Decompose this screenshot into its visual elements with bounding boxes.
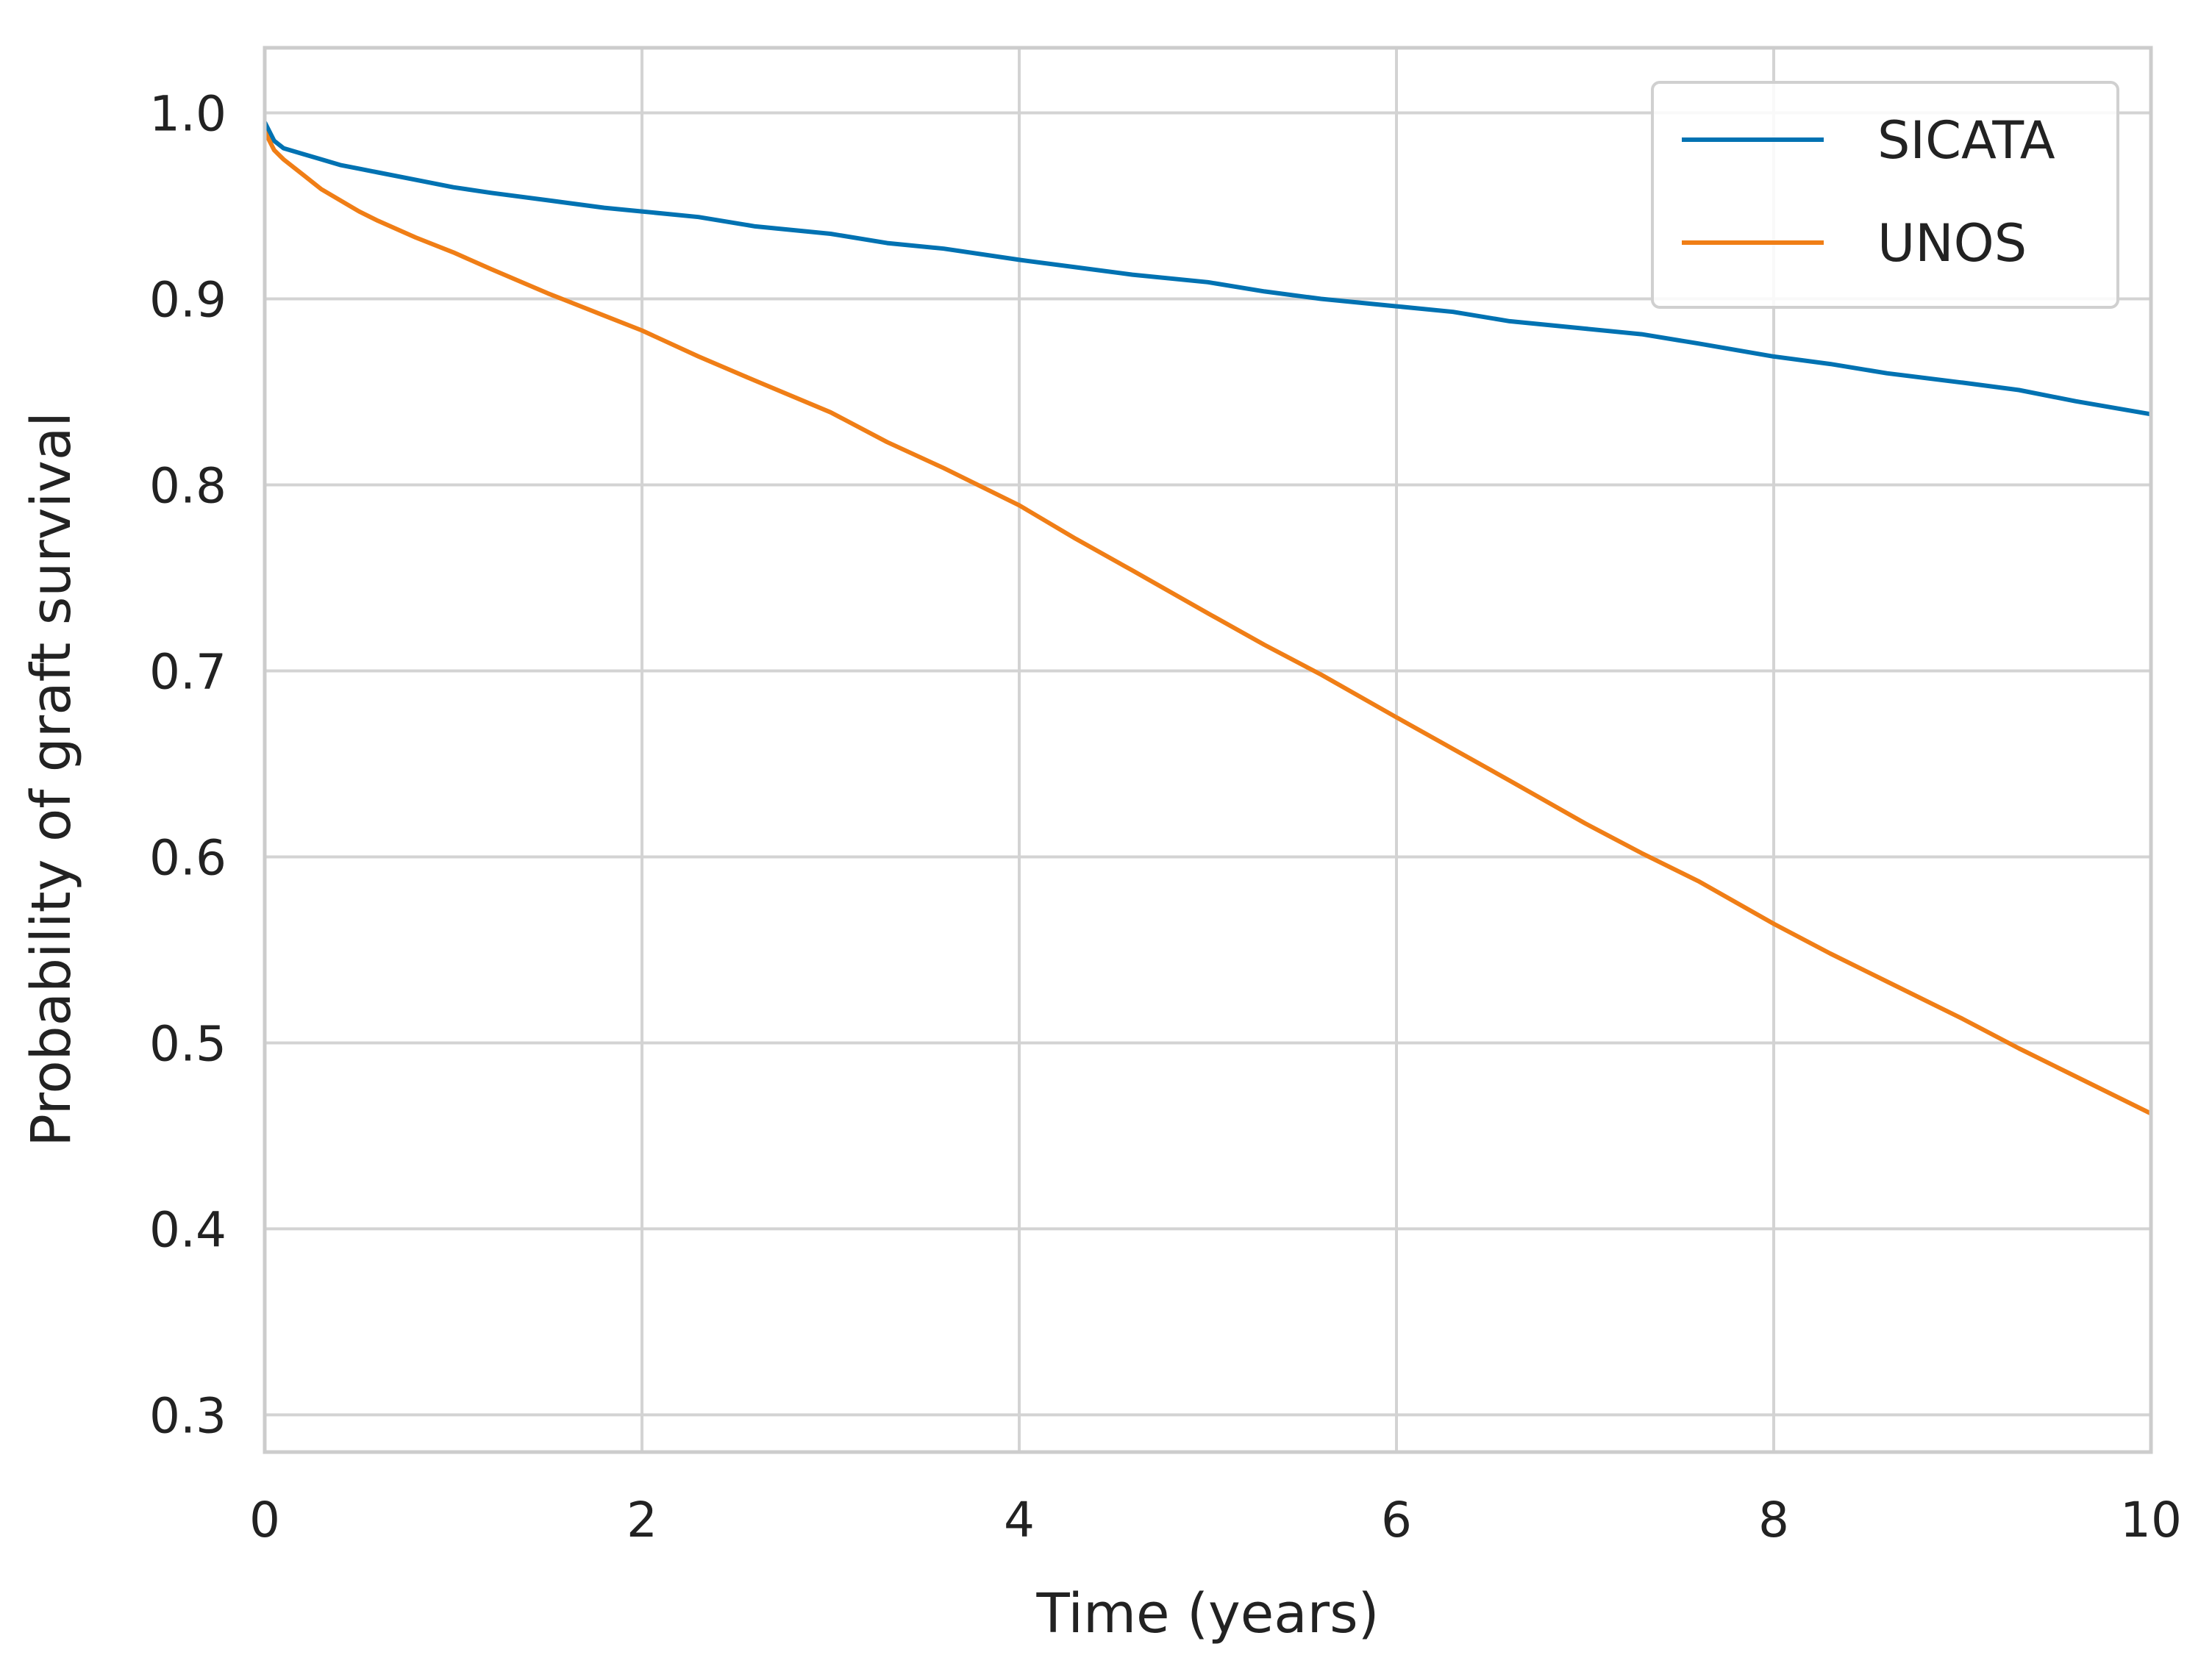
y-tick-label: 0.9 xyxy=(149,272,226,329)
y-tick-label: 0.4 xyxy=(149,1201,226,1258)
y-tick-labels: 0.3 0.4 0.5 0.6 0.7 0.8 0.9 1.0 xyxy=(149,86,226,1445)
x-tick-label: 8 xyxy=(1758,1492,1789,1548)
series-line-sicata xyxy=(263,121,2152,417)
x-tick-label: 4 xyxy=(1004,1492,1035,1548)
y-tick-label: 0.3 xyxy=(149,1387,226,1444)
y-tick-label: 1.0 xyxy=(149,86,226,143)
x-tick-label: 10 xyxy=(2120,1492,2182,1548)
y-tick-label: 0.7 xyxy=(149,643,226,700)
series-lines xyxy=(263,121,2152,1116)
y-tick-label: 0.5 xyxy=(149,1015,226,1072)
legend-label-unos: UNOS xyxy=(1877,213,2027,274)
legend: SICATA UNOS xyxy=(1651,81,2119,309)
x-tick-label: 2 xyxy=(627,1492,657,1548)
x-tick-labels: 0 2 4 6 8 10 xyxy=(249,1492,2182,1548)
x-tick-label: 0 xyxy=(249,1492,280,1548)
x-axis-label: Time (years) xyxy=(1035,1582,1379,1645)
y-axis-label: Probability of graft survival xyxy=(20,412,83,1147)
series-line-unos xyxy=(263,130,2152,1116)
x-tick-label: 6 xyxy=(1381,1492,1412,1548)
y-tick-label: 0.8 xyxy=(149,458,226,515)
legend-label-sicata: SICATA xyxy=(1877,110,2055,171)
plot-frame xyxy=(263,46,2153,1454)
y-tick-label: 0.6 xyxy=(149,829,226,886)
